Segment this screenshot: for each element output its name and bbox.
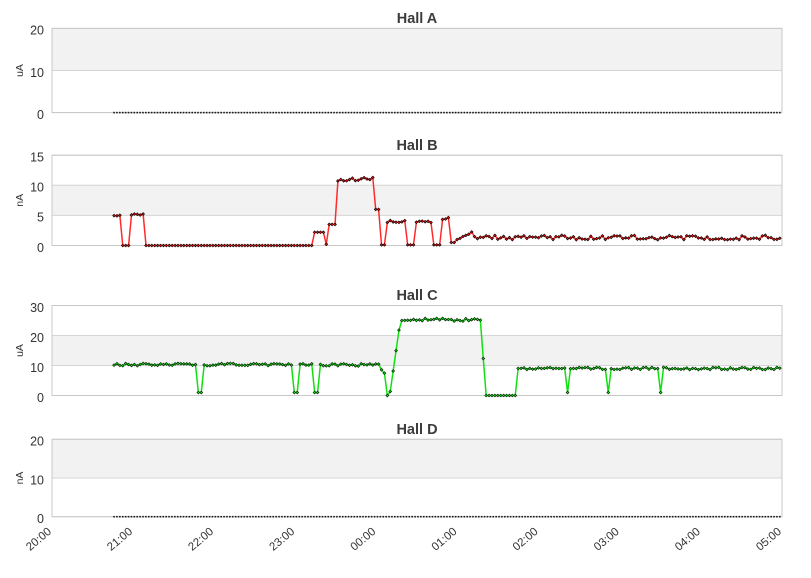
svg-text:5: 5: [37, 211, 44, 225]
svg-text:uA: uA: [14, 344, 26, 357]
svg-text:uA: uA: [14, 64, 26, 77]
svg-text:nA: nA: [14, 194, 26, 207]
svg-text:15: 15: [30, 151, 44, 165]
svg-text:10: 10: [30, 66, 44, 80]
svg-text:10: 10: [30, 181, 44, 195]
svg-text:20: 20: [30, 331, 44, 345]
svg-text:Hall A: Hall A: [397, 11, 438, 27]
svg-text:0: 0: [37, 391, 44, 405]
svg-text:10: 10: [30, 473, 44, 487]
svg-text:Hall B: Hall B: [396, 138, 437, 154]
svg-text:0: 0: [37, 512, 44, 526]
svg-text:0: 0: [37, 241, 44, 255]
svg-text:nA: nA: [14, 472, 26, 485]
svg-text:30: 30: [30, 301, 44, 315]
svg-text:10: 10: [30, 361, 44, 375]
svg-text:20: 20: [30, 435, 44, 449]
svg-text:0: 0: [37, 108, 44, 122]
svg-text:20: 20: [30, 24, 44, 38]
svg-text:Hall D: Hall D: [396, 422, 437, 438]
svg-text:Hall C: Hall C: [396, 288, 438, 304]
